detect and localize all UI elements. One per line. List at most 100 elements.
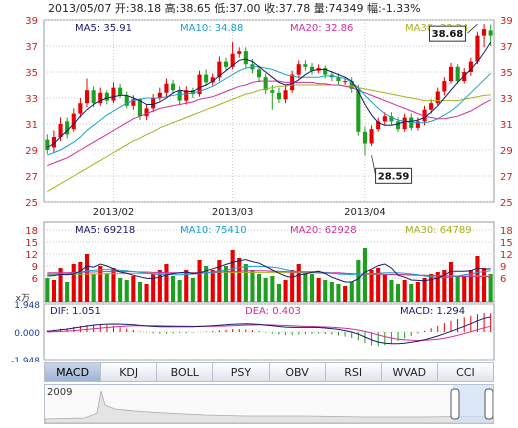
candle-body: [164, 83, 169, 93]
volume-tick-left: 18: [25, 226, 38, 237]
candle-body: [382, 116, 387, 122]
candle-body: [217, 61, 222, 78]
volume-bar: [164, 264, 169, 302]
candle-body: [310, 66, 315, 71]
volume-bar: [137, 282, 142, 302]
candle-body: [257, 69, 262, 78]
volume-bar: [210, 270, 215, 302]
macd-legend-item: DIF: 1.051: [50, 306, 101, 317]
volume-bar: [482, 268, 487, 302]
volume-label: 量:: [313, 2, 329, 15]
high-label: 高:: [164, 2, 180, 15]
price-tick-right: 29: [500, 146, 513, 157]
tab-boll[interactable]: BOLL: [157, 362, 214, 382]
low-label: 低:: [214, 2, 230, 15]
candle-body: [349, 81, 354, 89]
volume-tick-right: 15: [500, 238, 513, 249]
candle-body: [270, 90, 275, 93]
tab-obv[interactable]: OBV: [269, 362, 326, 382]
navigator-left-handle[interactable]: [450, 388, 460, 420]
volume-bar: [230, 250, 235, 302]
volume-bar: [171, 276, 176, 302]
volume-bar: [276, 284, 281, 302]
tab-wvad[interactable]: WVAD: [381, 362, 438, 382]
price-tick-left: 37: [25, 42, 38, 53]
volume-bar: [316, 278, 321, 302]
ma20-line: [47, 80, 491, 167]
volume-bar: [475, 256, 480, 302]
volume-bar: [104, 274, 109, 302]
volume-bar: [422, 278, 427, 302]
volume-bar: [91, 274, 96, 302]
price-tick-right: 33: [500, 94, 513, 105]
dea-line: [47, 324, 491, 342]
candle-body: [369, 129, 374, 144]
tab-cci[interactable]: CCI: [437, 362, 494, 382]
ma5-line: [47, 41, 492, 148]
candle-body: [98, 92, 103, 104]
volume-bar: [362, 248, 367, 302]
tab-macd[interactable]: MACD: [44, 362, 102, 382]
tab-psy[interactable]: PSY: [213, 362, 270, 382]
range-navigator[interactable]: 2009: [44, 384, 494, 424]
candle-body: [356, 88, 361, 132]
volume-bar: [250, 270, 255, 302]
volume-legend-item: MA5: 69218: [75, 225, 135, 236]
volume-bar: [343, 286, 348, 302]
volume-bar: [124, 280, 129, 302]
tab-rsi[interactable]: RSI: [325, 362, 382, 382]
candle-body: [435, 91, 440, 104]
macd-legend-item: MACD: 1.294: [400, 306, 465, 317]
macd-tick-label: 0.000: [14, 329, 40, 339]
volume-bar: [257, 274, 262, 302]
volume-bar: [349, 282, 354, 302]
tab-kdj[interactable]: KDJ: [101, 362, 158, 382]
volume-bar: [78, 262, 83, 302]
price-annotation: 38.68: [432, 29, 464, 40]
volume-bar: [290, 270, 295, 302]
price-annotation: 28.59: [378, 171, 410, 182]
candle-body: [171, 83, 176, 91]
volume-bar: [369, 270, 374, 302]
volume-bar: [197, 260, 202, 302]
candle-body: [296, 64, 301, 75]
volume-tick-left: 12: [25, 250, 38, 261]
candle-body: [91, 90, 96, 104]
volume-bar: [217, 260, 222, 302]
volume-bar: [402, 280, 407, 302]
volume-bar: [329, 282, 334, 302]
volume-tick-left: 15: [25, 238, 38, 249]
macd-tick-label: 1.948: [14, 301, 40, 311]
volume-legend-item: MA10: 75410: [180, 225, 247, 236]
candle-body: [415, 121, 420, 128]
candle-body: [422, 109, 427, 122]
volume-bar: [51, 280, 56, 302]
candle-body: [396, 121, 401, 130]
candle-body: [51, 137, 56, 148]
volume-bar: [131, 276, 136, 302]
volume-bar: [71, 264, 76, 302]
volume-bar: [396, 284, 401, 302]
volume-bar: [283, 280, 288, 302]
price-tick-right: 25: [500, 198, 513, 209]
candle-body: [144, 108, 149, 117]
candle-body: [243, 51, 248, 65]
navigator-year-label: 2009: [47, 387, 73, 398]
volume-bar: [415, 282, 420, 302]
candle-body: [190, 90, 195, 95]
volume-tick-right: 18: [500, 226, 513, 237]
candle-body: [124, 95, 129, 106]
volume-bar: [488, 274, 493, 302]
volume-tick-right: 12: [500, 250, 513, 261]
candle-body: [263, 77, 268, 91]
navigator-right-handle[interactable]: [484, 388, 493, 420]
x-tick-label: 2013/04: [344, 207, 386, 218]
quote-date: 2013/05/07: [48, 2, 112, 15]
annotation-box: [375, 167, 413, 184]
close-value: 37.78: [278, 2, 311, 15]
volume-bar: [356, 260, 361, 302]
volume-bar: [204, 266, 209, 302]
quote-header: 2013/05/07 开:38.18 高:38.65 低:37.00 收:37.…: [48, 0, 421, 16]
candle-body: [429, 103, 434, 110]
volume-tick-right: 9: [500, 262, 506, 273]
